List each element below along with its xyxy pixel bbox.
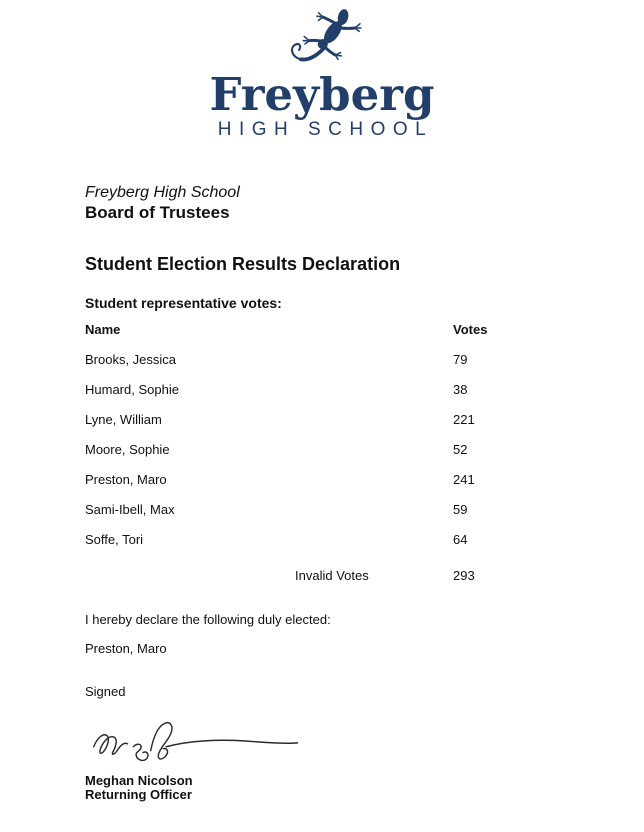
votes-table: Name Votes Brooks, Jessica 79 Humard, So… [85,322,560,584]
school-logo: Freyberg HIGH SCHOOL [0,6,644,141]
vote-count: 59 [453,502,468,517]
signatory-name: Meghan Nicolson [85,773,193,788]
vote-count: 241 [453,472,475,487]
vote-count: 38 [453,382,468,397]
school-wordmark: Freyberg [209,68,435,121]
handwritten-signature [93,722,299,762]
table-row: Lyne, William 221 [85,412,560,442]
board-line: Board of Trustees [85,203,230,222]
vote-count: 79 [453,352,468,367]
votes-subtitle: Student representative votes: [85,295,282,311]
candidate-name: Moore, Sophie [85,442,170,457]
invalid-votes-count: 293 [453,568,475,583]
gecko-icon [290,9,362,62]
candidate-name: Sami-Ibell, Max [85,502,175,517]
signed-label: Signed [85,684,126,699]
school-type-label: HIGH SCHOOL [217,119,434,140]
table-header-row: Name Votes [85,322,560,352]
school-name-line: Freyberg High School [85,184,240,201]
column-header-name: Name [85,322,121,337]
column-header-votes: Votes [453,322,488,337]
table-row: Sami-Ibell, Max 59 [85,502,560,532]
invalid-votes-row: Invalid Votes 293 [85,568,560,584]
vote-count: 64 [453,532,468,547]
signatory-role: Returning Officer [85,787,192,802]
declaration-statement: I hereby declare the following duly elec… [85,612,331,627]
candidate-name: Soffe, Tori [85,532,144,547]
candidate-name: Brooks, Jessica [85,352,177,367]
table-row: Humard, Sophie 38 [85,382,560,412]
candidate-name: Humard, Sophie [85,382,179,397]
page-title: Student Election Results Declaration [85,254,401,274]
table-row: Brooks, Jessica 79 [85,352,560,382]
table-row: Moore, Sophie 52 [85,442,560,472]
table-row: Preston, Maro 241 [85,472,560,502]
elected-candidate: Preston, Maro [85,641,167,656]
invalid-votes-label: Invalid Votes [295,568,369,583]
vote-count: 52 [453,442,468,457]
candidate-name: Preston, Maro [85,472,167,487]
table-row: Soffe, Tori 64 [85,532,560,562]
candidate-name: Lyne, William [85,412,162,427]
document-content: Freyberg High School Board of Trustees S… [85,183,560,802]
vote-count: 221 [453,412,475,427]
